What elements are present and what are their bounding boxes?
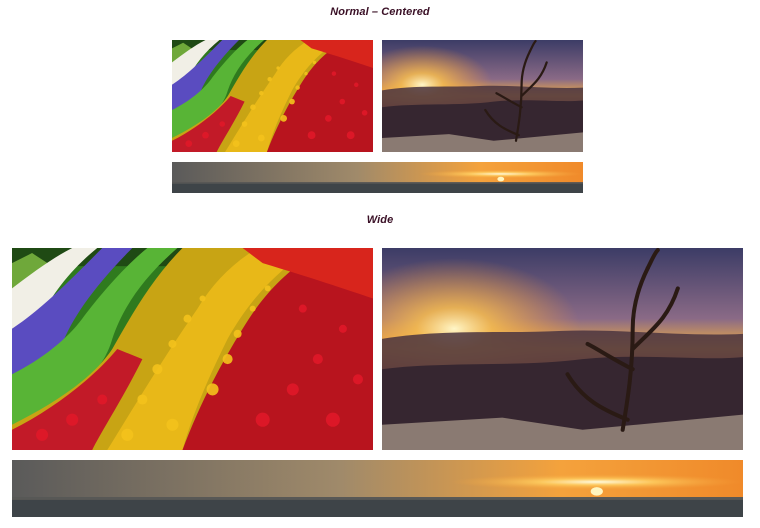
ocean-sunset-panorama-wide-image[interactable] [12, 460, 743, 517]
wide-heading: Wide [366, 214, 394, 226]
ocean-sunset-panorama-image[interactable] [172, 162, 583, 193]
canyon-sunset-wide-image[interactable] [382, 248, 743, 450]
canyon-sunset-image[interactable] [382, 40, 583, 152]
tulip-field-image[interactable] [172, 40, 373, 152]
tulip-field-wide-image[interactable] [12, 248, 373, 450]
normal-centered-heading: Normal – Centered [330, 6, 430, 18]
